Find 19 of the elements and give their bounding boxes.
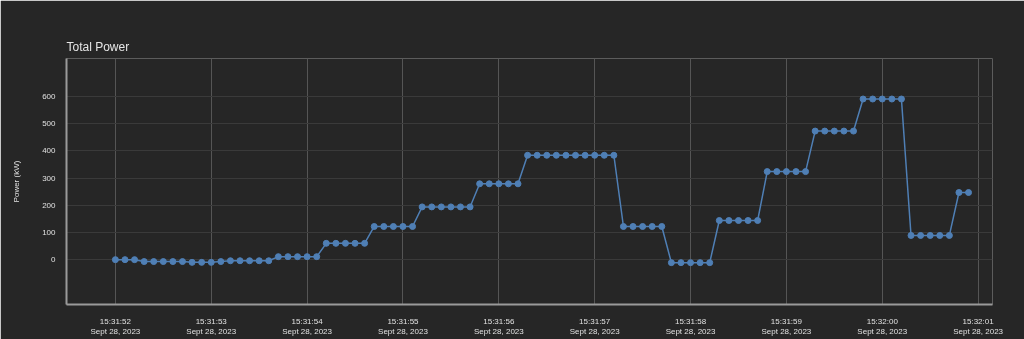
y-tick-label: 500 [42, 119, 57, 129]
x-tick-label: 15:31:58 Sept 28, 2023 [665, 316, 716, 337]
y-tick-label: 200 [42, 200, 57, 210]
x-tick-label: 15:31:53 Sept 28, 2023 [186, 316, 237, 337]
chart-title: Total Power [66, 39, 130, 54]
x-tick-label: 15:31:59 Sept 28, 2023 [761, 316, 812, 337]
x-tick-label: 15:31:55 Sept 28, 2023 [378, 316, 429, 337]
y-axis-title: Power (kW) [12, 160, 22, 203]
x-tick-label: 15:31:54 Sept 28, 2023 [282, 316, 333, 337]
x-tick-label: 15:31:56 Sept 28, 2023 [473, 316, 525, 337]
y-tick-label: 600 [42, 92, 57, 102]
y-tick-label: 100 [42, 227, 57, 237]
x-tick-label: 15:32:01 Sept 28, 2023 [953, 316, 1004, 337]
x-tick-label: 15:31:57 Sept 28, 2023 [569, 316, 621, 337]
y-tick-label: 400 [42, 146, 57, 156]
y-tick-label: 0 [51, 255, 57, 265]
x-tick-label: 15:31:52 Sept 28, 2023 [90, 316, 141, 337]
y-tick-label: 300 [42, 173, 57, 183]
x-tick-label: 15:32:00 Sept 28, 2023 [857, 316, 908, 337]
